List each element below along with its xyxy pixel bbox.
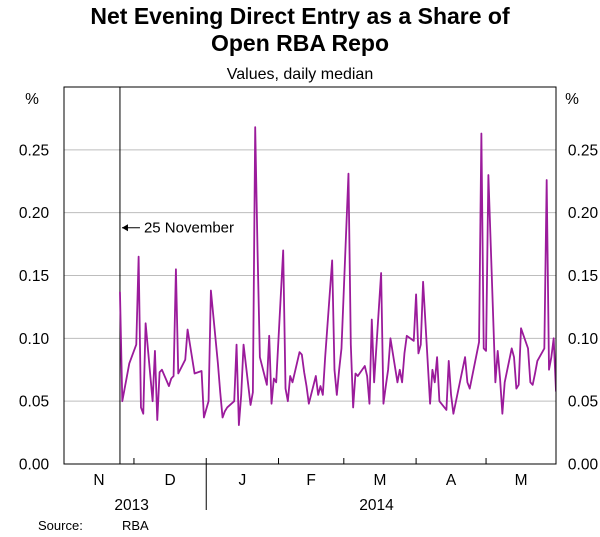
x-tick-label: F [306,472,315,489]
source-label: Source: [38,518,83,533]
y-tick-label-left: 0.05 [19,394,49,411]
chart-title-line-2: Open RBA Repo [211,30,389,56]
x-tick-label: N [93,472,104,489]
y-tick-label-right: 0.10 [568,331,599,348]
source-value: RBA [122,518,149,533]
y-tick-label-left: 0.25 [19,142,49,159]
y-unit-right: % [565,91,579,108]
y-tick-label-left: 0.15 [19,268,49,285]
series-layer [119,126,556,426]
y-tick-label-right: 0.05 [568,394,598,411]
series-line [119,126,556,426]
year-label: 2014 [359,497,394,514]
chart-title-line-1: Net Evening Direct Entry as a Share of [90,3,510,29]
y-tick-label-left: 0.00 [19,457,50,474]
annotation: 25 November [119,87,234,464]
y-tick-label-left: 0.10 [19,331,50,348]
y-tick-label-right: 0.00 [568,457,599,474]
x-tick-label: M [373,472,386,489]
x-tick-label: A [446,472,457,489]
y-tick-label-right: 0.15 [568,268,598,285]
y-unit-left: % [25,91,39,108]
y-tick-label-right: 0.25 [568,142,598,159]
x-tick-label: M [515,472,528,489]
x-tick-label: D [164,472,175,489]
x-axis-ticks: N D J F M A M 2013 2014 [93,458,527,514]
year-label: 2013 [114,497,148,514]
y-tick-labels: 0.00 0.00 0.05 0.05 0.10 0.10 0.15 0.15 0.20 0.20… [19,142,599,473]
plot-frame [63,86,557,465]
y-tick-label-left: 0.20 [19,205,50,222]
x-tick-label: J [239,472,247,489]
annotation-label: 25 November [144,220,234,237]
y-tick-label-right: 0.20 [568,205,599,222]
chart-subtitle: Values, daily median [227,66,373,83]
annotation-arrow-head [121,224,128,232]
